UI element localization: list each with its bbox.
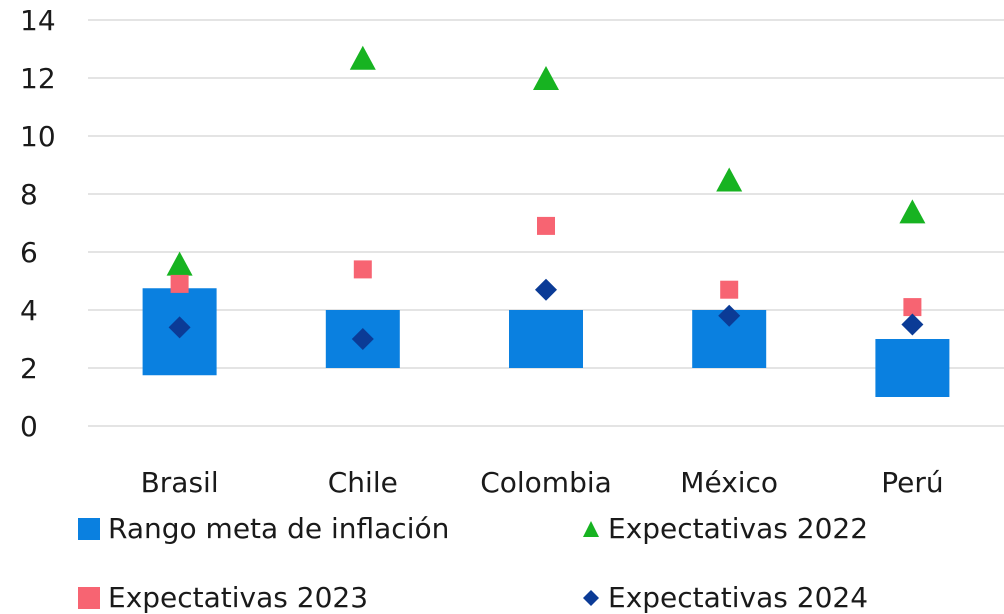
- legend-item-2022: Expectativas 2022: [582, 512, 868, 545]
- legend-label: Expectativas 2023: [108, 581, 369, 614]
- x-category-label: Chile: [328, 466, 398, 499]
- legend-label: Expectativas 2024: [608, 581, 869, 614]
- y-tick-label: 10: [20, 120, 56, 153]
- x-category-label: Perú: [881, 466, 943, 499]
- y-tick-label: 2: [20, 352, 38, 385]
- marker-2022: [166, 251, 193, 276]
- y-tick-label: 14: [20, 4, 56, 37]
- y-tick-label: 8: [20, 178, 38, 211]
- range-bar: [875, 339, 950, 397]
- legend-item-2023: Expectativas 2023: [78, 581, 368, 614]
- legend-label: Rango meta de inflación: [108, 512, 450, 545]
- x-category-label: Colombia: [480, 466, 612, 499]
- marker-2022: [349, 45, 376, 70]
- marker-2022: [716, 167, 743, 192]
- legend-diamond-icon: [583, 589, 599, 606]
- legend-square-icon: [78, 586, 100, 609]
- marker-2023: [170, 274, 189, 293]
- marker-2022: [533, 66, 559, 91]
- marker-2024: [901, 313, 924, 336]
- marker-2024: [718, 304, 741, 327]
- legend-label: Expectativas 2022: [608, 512, 869, 545]
- marker-2023: [903, 298, 922, 317]
- x-axis-labels: Brasil Chile Colombia México Perú: [141, 466, 944, 499]
- marker-2024: [168, 316, 191, 339]
- marker-2024: [535, 278, 557, 301]
- x-category-label: México: [680, 466, 778, 499]
- y-tick-label: 0: [20, 410, 38, 443]
- y-axis-ticks: 0 2 4 6 8 10 12 14: [20, 4, 56, 443]
- marker-2023: [353, 260, 372, 279]
- markers: [166, 45, 926, 350]
- marker-2024: [351, 328, 374, 350]
- legend-item-2024: Expectativas 2024: [582, 581, 868, 614]
- marker-2023: [720, 280, 739, 299]
- y-tick-label: 12: [20, 62, 56, 95]
- y-tick-label: 4: [20, 294, 38, 327]
- legend-swatch-square-icon: [78, 517, 100, 540]
- marker-2022: [899, 199, 926, 224]
- marker-2023: [537, 216, 555, 235]
- legend-item-rango: Rango meta de inflación: [78, 512, 449, 545]
- range-bars: [142, 288, 950, 397]
- range-bar: [509, 310, 583, 368]
- legend-triangle-icon: [583, 520, 599, 537]
- y-tick-label: 6: [20, 236, 38, 269]
- x-category-label: Brasil: [141, 466, 219, 499]
